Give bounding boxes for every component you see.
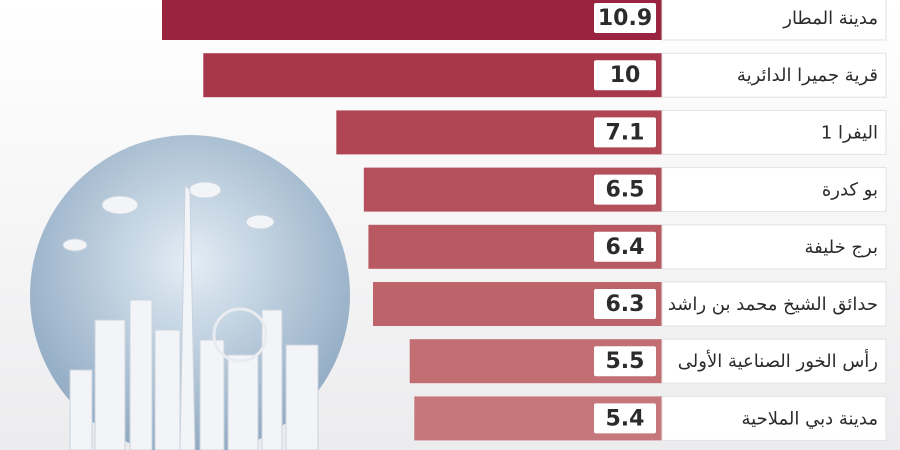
label-box: [661, 281, 887, 327]
category-label: مدينة دبي الملاحية: [742, 408, 879, 429]
value-box: [594, 289, 656, 319]
label-box: [661, 0, 887, 41]
label-box: [661, 395, 887, 441]
label-box: [661, 167, 887, 213]
value-label: 10: [610, 63, 641, 88]
value-label: 6.3: [606, 292, 645, 317]
category-label: قرية جميرا الدائرية: [737, 65, 878, 86]
value-label: 5.4: [606, 406, 645, 431]
label-box: [661, 224, 887, 270]
value-box: [594, 403, 656, 434]
category-label: حدائق الشيخ محمد بن راشد: [668, 294, 878, 315]
category-label: مدينة المطار: [782, 8, 878, 29]
value-box: [594, 231, 656, 262]
label-box: [661, 52, 887, 98]
category-label: رأس الخور الصناعية الأولى: [678, 349, 878, 372]
value-box: [594, 174, 656, 205]
value-box: [594, 117, 656, 148]
bar: [162, 0, 662, 40]
value-box: [594, 3, 656, 33]
value-label: 7.1: [606, 120, 645, 145]
category-label: برج خليفة: [804, 237, 878, 258]
value-label: 6.5: [606, 178, 645, 203]
value-label: 5.5: [606, 349, 645, 374]
category-label: بو كدرة: [822, 180, 878, 201]
label-box: [661, 338, 887, 384]
value-box: [594, 60, 656, 91]
category-label: اليفرا 1: [821, 122, 878, 143]
bar: [203, 53, 662, 98]
value-box: [594, 346, 656, 377]
label-box: [661, 109, 887, 155]
city-illustration: [30, 135, 350, 450]
value-label: 6.4: [606, 235, 645, 260]
value-label: 10.9: [598, 6, 652, 31]
